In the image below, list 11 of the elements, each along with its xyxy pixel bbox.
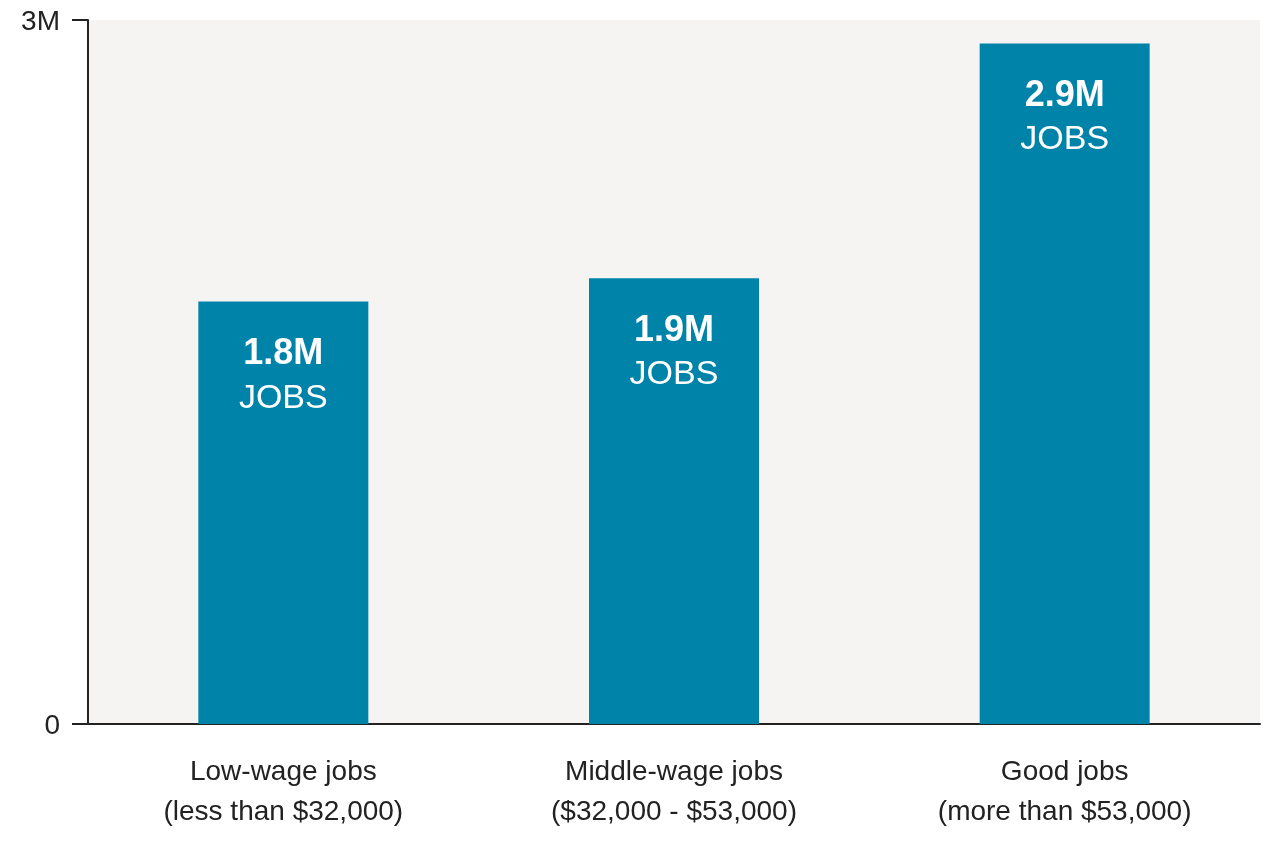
x-tick-label: Middle-wage jobs ($32,000 - $53,000) (551, 754, 797, 826)
y-tick-label: 3M (21, 4, 60, 36)
x-tick-label: Low-wage jobs (less than $32,000) (163, 754, 404, 826)
data-label: 2.9M JOBS (1020, 72, 1110, 157)
bar (979, 43, 1150, 724)
bar (198, 301, 369, 724)
x-tick-label: Good jobs (more than $53,000) (937, 754, 1192, 826)
bar (589, 278, 759, 724)
data-label: 1.9M JOBS (629, 307, 719, 392)
data-label: 1.8M JOBS (238, 331, 328, 415)
y-tick-label: 0 (44, 708, 60, 740)
